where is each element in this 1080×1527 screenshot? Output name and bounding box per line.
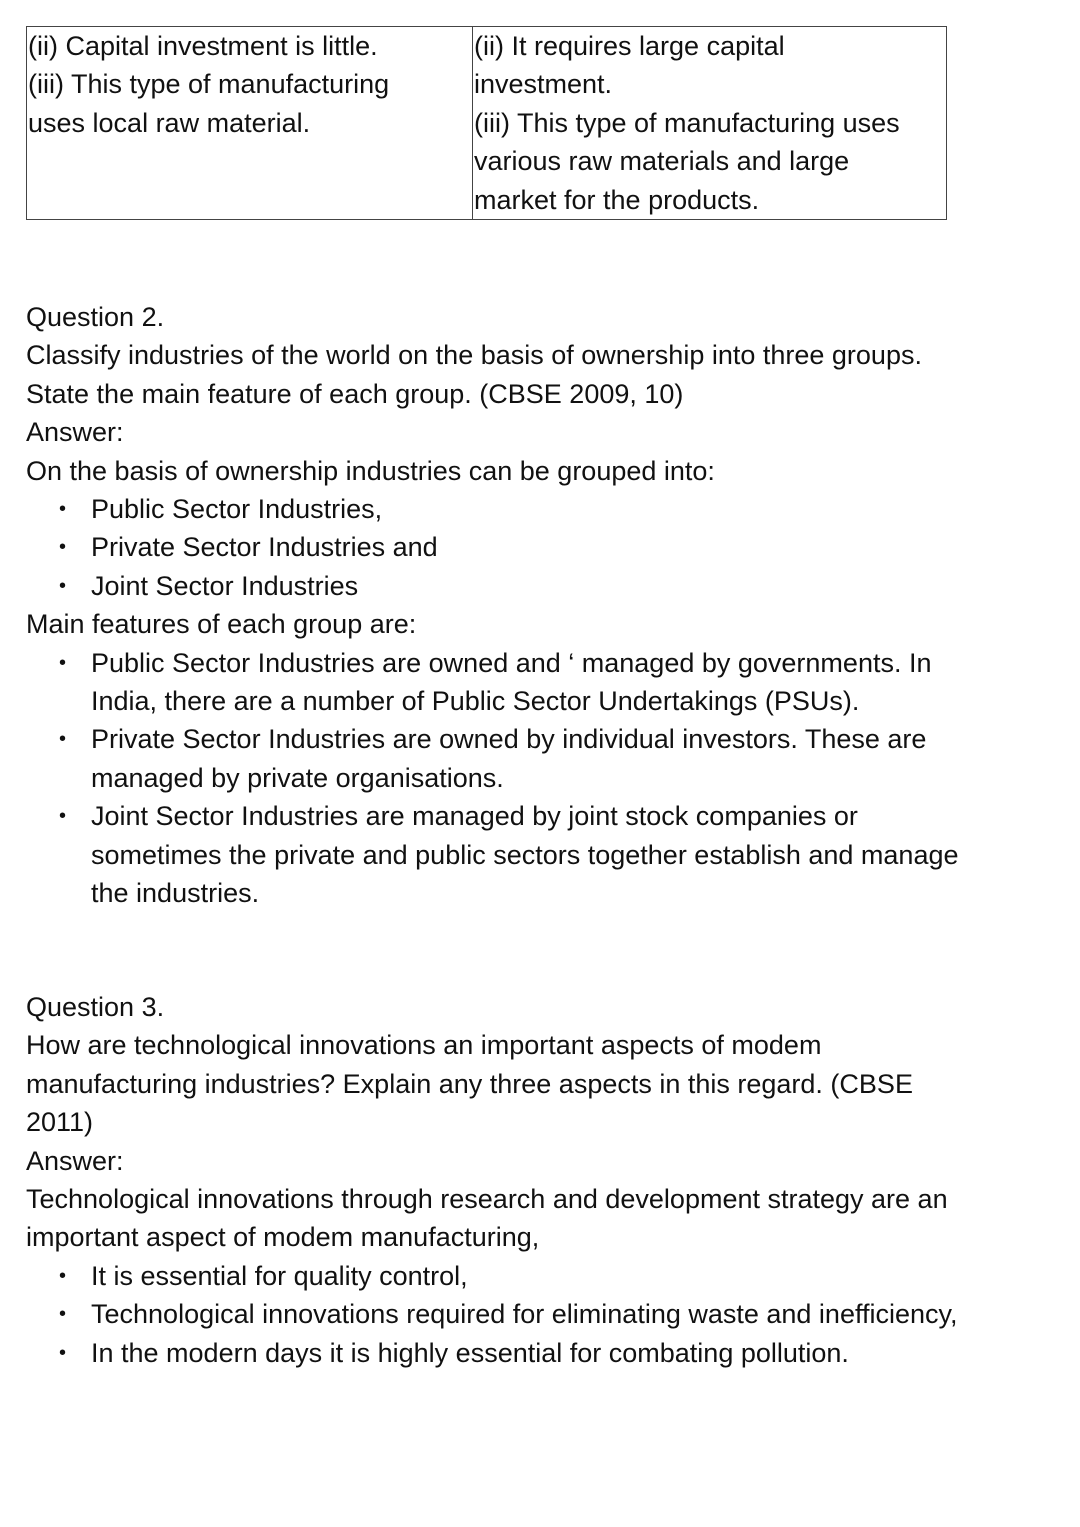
- answer-label: Answer:: [26, 417, 124, 448]
- features-intro: Main features of each group are:: [26, 609, 417, 640]
- list-item-text-line: India, there are a number of Public Sect…: [91, 686, 860, 717]
- list-item-text-line: Private Sector Industries are owned by i…: [91, 724, 927, 755]
- list-item-text: Public Sector Industries,: [91, 494, 383, 525]
- list-item-text-line: sometimes the private and public sectors…: [91, 839, 959, 870]
- ownership-groups-list: • Public Sector Industries, • Private Se…: [26, 490, 1056, 605]
- table-cell-right: (ii) It requires large capital investmen…: [472, 25, 947, 221]
- list-item: • Public Sector Industries,: [26, 490, 1056, 528]
- list-item: • Private Sector Industries and: [26, 528, 1056, 566]
- bullet-icon: •: [59, 1264, 67, 1287]
- list-item: • Joint Sector Industries: [26, 567, 1056, 605]
- answer-intro-line: Technological innovations through resear…: [26, 1184, 948, 1215]
- question-text-line: Classify industries of the world on the …: [26, 340, 922, 371]
- bullet-icon: •: [59, 728, 67, 751]
- innovation-points-list: • It is essential for quality control, •…: [26, 1257, 1056, 1372]
- cell-line: (iii) This type of manufacturing uses: [474, 107, 900, 138]
- question-2-section: Question 2. Classify industries of the w…: [26, 298, 1056, 913]
- bullet-icon: •: [59, 536, 67, 559]
- question-text-line: State the main feature of each group. (C…: [26, 378, 684, 409]
- answer-intro-line: important aspect of modem manufacturing,: [26, 1222, 540, 1253]
- cell-line: market for the products.: [474, 184, 760, 215]
- bullet-icon: •: [59, 651, 67, 674]
- cell-line: uses local raw material.: [28, 107, 311, 138]
- list-item: • It is essential for quality control,: [26, 1257, 1056, 1295]
- table-cell-left: (ii) Capital investment is little. (iii)…: [26, 25, 473, 221]
- question-text-line: manufacturing industries? Explain any th…: [26, 1068, 913, 1099]
- list-item-text-line: the industries.: [91, 878, 260, 909]
- list-item: • Technological innovations required for…: [26, 1295, 1056, 1333]
- features-list: • Public Sector Industries are owned and…: [26, 644, 1056, 913]
- list-item-text: In the modern days it is highly essentia…: [91, 1337, 849, 1368]
- answer-label: Answer:: [26, 1145, 124, 1176]
- list-item-text: Private Sector Industries and: [91, 532, 438, 563]
- bullet-icon: •: [59, 574, 67, 597]
- comparison-table: (ii) Capital investment is little. (iii)…: [26, 25, 947, 221]
- question-heading: Question 2.: [26, 302, 165, 332]
- list-item: • In the modern days it is highly essent…: [26, 1334, 1056, 1372]
- question-3-section: Question 3. How are technological innova…: [26, 988, 1056, 1372]
- cell-line: (ii) It requires large capital: [474, 31, 785, 61]
- list-item: • Joint Sector Industries are managed by…: [26, 797, 1056, 912]
- cell-line: (iii) This type of manufacturing: [28, 69, 390, 100]
- question-text-line: 2011): [26, 1107, 94, 1138]
- question-text-line: How are technological innovations an imp…: [26, 1030, 822, 1061]
- bullet-icon: •: [59, 498, 67, 521]
- cell-line: various raw materials and large: [474, 146, 850, 177]
- list-item: • Public Sector Industries are owned and…: [26, 644, 1056, 721]
- list-item-text-line: Public Sector Industries are owned and ‘…: [91, 647, 932, 678]
- cell-line: (ii) Capital investment is little.: [28, 31, 378, 61]
- list-item-text: Technological innovations required for e…: [91, 1299, 958, 1330]
- list-item-text: Joint Sector Industries: [91, 570, 359, 601]
- cell-line: investment.: [474, 69, 613, 100]
- list-item-text-line: managed by private organisations.: [91, 762, 504, 793]
- list-item: • Private Sector Industries are owned by…: [26, 720, 1056, 797]
- bullet-icon: •: [59, 1303, 67, 1326]
- list-item-text-line: Joint Sector Industries are managed by j…: [91, 801, 858, 832]
- bullet-icon: •: [59, 1341, 67, 1364]
- question-heading: Question 3.: [26, 992, 165, 1022]
- answer-intro: On the basis of ownership industries can…: [26, 455, 715, 486]
- list-item-text: It is essential for quality control,: [91, 1260, 468, 1291]
- bullet-icon: •: [59, 805, 67, 828]
- table-row: (ii) Capital investment is little. (iii)…: [26, 25, 947, 221]
